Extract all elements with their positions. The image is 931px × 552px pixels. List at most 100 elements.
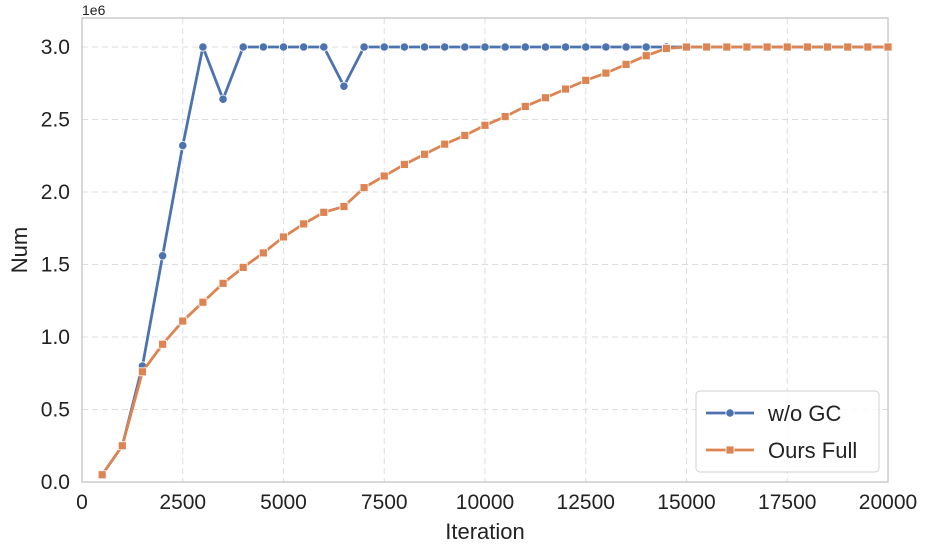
legend: w/o GC Ours Full xyxy=(695,390,880,473)
data-point xyxy=(420,149,429,159)
data-point xyxy=(762,42,772,52)
data-point xyxy=(299,219,309,229)
data-point xyxy=(500,112,510,121)
data-point xyxy=(803,42,812,52)
data-point xyxy=(278,42,289,52)
data-point xyxy=(379,171,389,181)
data-point xyxy=(500,42,510,52)
x-axis-title: Iteration xyxy=(445,519,525,544)
legend-item: w/o GC xyxy=(706,401,841,426)
legend-box xyxy=(695,390,880,473)
data-point xyxy=(540,42,551,52)
x-tick-label: 10000 xyxy=(456,491,514,514)
data-point xyxy=(782,42,792,52)
data-point xyxy=(742,42,752,52)
x-tick-label: 12500 xyxy=(557,491,615,514)
data-point xyxy=(238,42,248,52)
data-point xyxy=(843,42,853,52)
data-point xyxy=(682,42,691,52)
y-axis-offset-label: 1e6 xyxy=(82,2,106,18)
x-tick-label: 0 xyxy=(76,491,88,514)
data-point xyxy=(238,262,248,272)
data-point xyxy=(359,42,369,52)
series-ours-full xyxy=(97,42,893,480)
y-tick-label: 2.0 xyxy=(41,181,70,204)
x-tick-label: 2500 xyxy=(159,491,206,514)
data-point xyxy=(158,339,168,349)
data-point xyxy=(319,42,329,52)
y-tick-label: 3.0 xyxy=(41,36,70,59)
legend-marker xyxy=(725,445,735,455)
data-point xyxy=(621,60,631,69)
data-point xyxy=(823,42,832,52)
data-point xyxy=(97,470,107,480)
data-point xyxy=(117,441,127,451)
x-tick-label: 17500 xyxy=(758,491,816,514)
data-point xyxy=(541,93,550,103)
y-axis-ticks: 0.0 0.5 1.0 1.5 2.0 2.5 3.0 xyxy=(41,36,70,494)
data-point xyxy=(198,297,208,307)
data-point xyxy=(480,120,490,130)
data-point xyxy=(883,42,893,52)
data-point xyxy=(158,251,168,261)
series-line xyxy=(101,45,888,476)
data-point xyxy=(258,42,268,52)
x-tick-label: 7500 xyxy=(361,491,408,514)
y-tick-label: 0.5 xyxy=(41,399,70,422)
y-tick-label: 1.0 xyxy=(41,326,70,349)
data-point xyxy=(460,131,470,140)
data-point xyxy=(581,75,591,85)
legend-marker xyxy=(725,408,735,418)
data-point xyxy=(279,232,288,242)
data-point xyxy=(480,42,490,52)
y-tick-label: 0.0 xyxy=(41,471,70,494)
legend-items: w/o GC Ours Full xyxy=(706,401,857,463)
data-point xyxy=(198,42,208,52)
y-axis-title: Num xyxy=(7,227,32,273)
legend-label: w/o GC xyxy=(767,401,841,426)
data-point xyxy=(702,42,712,52)
data-point xyxy=(178,141,188,151)
data-point xyxy=(561,84,570,94)
x-tick-label: 15000 xyxy=(657,491,715,514)
data-point xyxy=(641,51,651,61)
data-point xyxy=(722,42,732,52)
data-point xyxy=(581,42,591,52)
data-point xyxy=(339,81,349,91)
data-point xyxy=(399,160,409,169)
data-point xyxy=(440,42,450,52)
data-point xyxy=(601,68,611,78)
legend-item: Ours Full xyxy=(706,438,857,463)
legend-label: Ours Full xyxy=(768,438,857,463)
plot-area xyxy=(81,17,889,483)
y-tick-label: 2.5 xyxy=(41,109,70,132)
data-point xyxy=(641,42,651,52)
data-point xyxy=(138,367,147,377)
y-tick-label: 1.5 xyxy=(41,254,70,277)
data-point xyxy=(299,42,309,52)
data-point xyxy=(419,42,430,52)
x-tick-label: 20000 xyxy=(859,491,917,514)
data-point xyxy=(601,42,611,52)
data-point xyxy=(339,202,349,211)
data-point xyxy=(560,42,571,52)
data-point xyxy=(520,102,530,111)
x-tick-label: 5000 xyxy=(260,491,307,514)
series-layer xyxy=(97,42,893,480)
data-point xyxy=(440,139,450,149)
data-point xyxy=(661,44,671,53)
data-point xyxy=(178,316,188,326)
data-point xyxy=(520,42,530,52)
x-axis-ticks: 0 2500 5000 7500 10000 12500 15000 17500 20000 xyxy=(76,491,917,514)
data-point xyxy=(863,42,873,52)
data-point xyxy=(359,183,369,193)
data-point xyxy=(319,207,329,217)
data-point xyxy=(258,248,268,258)
data-point xyxy=(218,94,228,104)
data-point xyxy=(218,278,228,288)
data-point xyxy=(399,42,409,52)
data-point xyxy=(379,42,389,52)
data-point xyxy=(460,42,470,52)
